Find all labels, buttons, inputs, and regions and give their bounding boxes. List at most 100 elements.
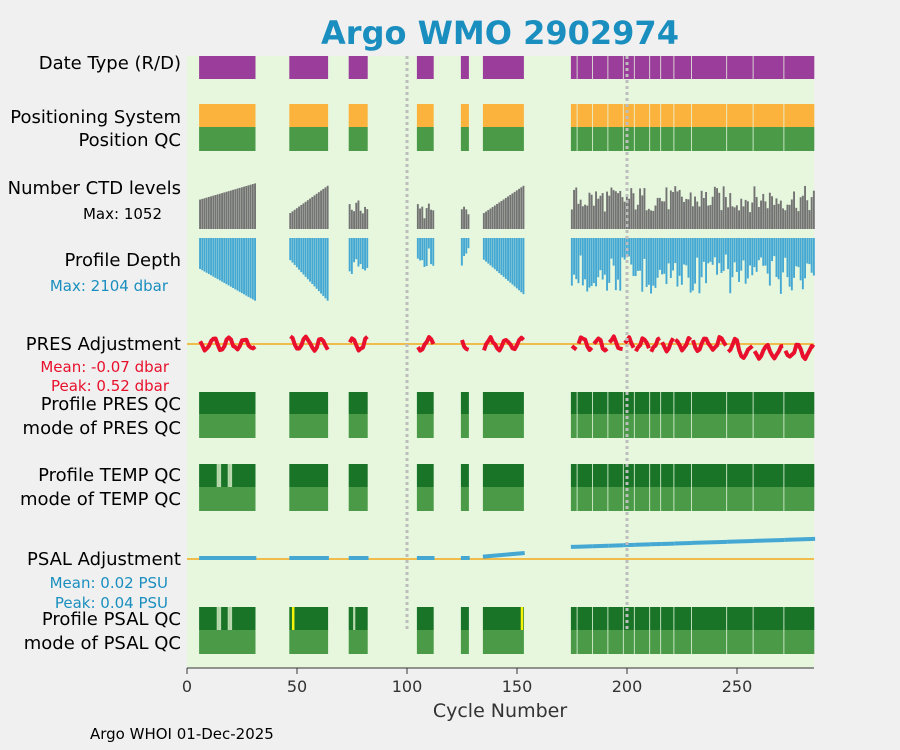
psal-qc-pale-cell [218,607,222,630]
positioning-bar [753,104,784,127]
profile-depth-bar [749,238,751,266]
mode-psal-qc-bar [608,630,623,654]
profile-depth-bar [766,238,769,274]
profile-depth-bar [227,238,230,286]
ctd-level-bar [702,197,705,229]
psal-qc-pale-cell [216,607,219,630]
ctd-level-bar [251,184,254,229]
profile-depth-bar [236,238,239,291]
profile-depth-bar [322,238,325,296]
profile-depth-bar [683,238,685,265]
ctd-level-bar [643,188,646,229]
mode-psal-qc-bar [570,630,577,654]
profile-depth-bar [581,238,584,286]
pres-adjustment-trace [649,336,661,353]
profile-depth-bar [509,238,512,283]
pres-adjustment-trace [570,344,578,352]
ctd-level-bar [227,191,230,229]
ctd-level-bar [689,192,692,229]
ctd-level-bar [295,208,298,229]
profile-depth-bar [491,238,494,268]
ctd-level-bar [623,201,626,229]
label-ctd-levels: Number CTD levels [8,178,181,199]
ctd-level-bar [427,203,430,229]
profile-temp-qc-bar [289,464,329,487]
profile-temp-qc-bar [577,464,593,487]
profile-depth-bar [320,238,322,294]
psal-adjustment-trace [674,541,692,546]
ctd-level-bar [764,201,767,229]
mode-psal-qc-bar [634,630,650,654]
ctd-level-bar [731,206,734,229]
pres-adjustment-trace [623,335,636,349]
ctd-level-bar [641,195,644,229]
profile-depth-bar [205,238,208,273]
profile-depth-bar [795,238,798,267]
profile-depth-bar [201,238,204,271]
ctd-level-bar [317,192,320,229]
profile-depth-bar [608,238,611,283]
pres-adjustment-trace [482,335,526,353]
pres-adjustment-trace [726,336,754,360]
temp-qc-pale-cell [227,464,230,487]
position-qc-bar [348,127,368,151]
profile-temp-qc-bar [691,464,727,487]
ctd-level-bar [782,208,784,229]
profile-depth-bar [353,238,355,263]
ctd-level-bar [313,195,316,229]
mode-pres-qc-bar [634,414,650,438]
position-qc-bar [691,127,727,151]
profile-depth-bar [240,238,243,294]
profile-depth-bar [366,238,369,269]
label-pres-adjustment: PRES Adjustment [26,334,181,355]
ctd-level-bar [696,201,699,229]
pres-adjustment-trace [752,343,784,361]
profile-psal-qc-bar [570,607,577,630]
profile-psal-qc-bar [753,607,784,630]
profile-temp-qc-bar [570,464,577,487]
mode-pres-qc-bar [661,414,674,438]
profile-depth-bar [674,238,677,264]
label-profile-depth: Profile Depth [64,250,181,271]
label-mode-psal-qc: mode of PSAL QC [24,633,181,654]
ctd-level-bar [771,196,773,229]
ctd-level-bar [199,199,201,229]
profile-depth-bar [467,238,470,249]
mode-temp-qc-bar [482,487,524,511]
ctd-level-bar [579,199,582,229]
mode-temp-qc-bar [416,487,434,511]
profile-depth-bar [243,238,245,295]
ctd-level-bar [740,198,743,229]
profile-depth-bar [324,238,327,299]
pres-adjustment-trace [348,335,369,353]
profile-pres-qc-bar [577,392,593,414]
profile-depth-bar [251,238,254,300]
ctd-level-bar [493,205,496,229]
ctd-level-bar [430,209,432,229]
mode-pres-qc-bar [727,414,753,438]
profile-temp-qc-bar [634,464,650,487]
profile-depth-bar [289,238,292,261]
mode-temp-qc-bar [608,487,623,511]
profile-depth-bar [575,238,578,280]
ctd-level-bar [243,186,245,229]
pres-adjustment-trace [416,335,436,353]
profile-depth-bar [804,238,806,279]
ctd-level-bar [570,209,573,229]
ctd-level-bar [485,211,487,229]
profile-depth-bar [595,238,597,287]
ctd-level-bar [460,209,463,229]
profile-depth-bar [584,238,586,280]
ctd-level-bar [786,204,789,229]
ctd-level-bar [421,206,424,229]
date-type-bar [570,56,577,79]
ctd-level-bar [680,196,683,229]
profile-depth-bar [421,238,424,261]
ctd-level-bar [628,198,630,229]
ctd-level-bar [520,187,523,229]
pres-adjustment-trace [289,334,330,353]
ctd-level-bar [661,201,663,229]
ctd-level-bar [766,208,769,229]
profile-depth-bar [718,238,721,264]
ctd-level-bar [324,187,327,229]
